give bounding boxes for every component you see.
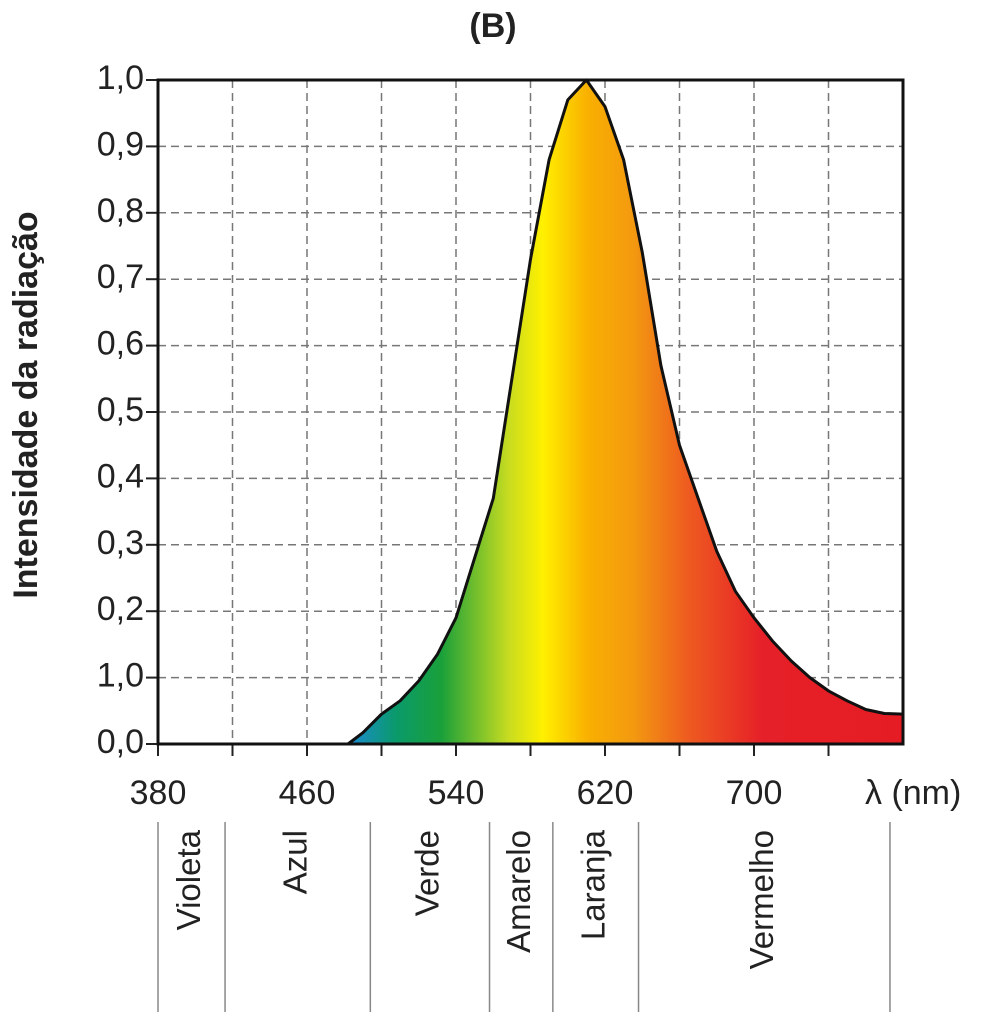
y-axis-label: Intensidade da radiação [7, 211, 45, 598]
x-axis-label: λ (nm) [865, 774, 961, 812]
x-tick-label: 460 [279, 774, 336, 812]
plot-frame [156, 78, 905, 746]
y-tick-label: 0,5 [97, 391, 144, 429]
x-tick-label: 620 [577, 774, 634, 812]
y-tick-label: 0,3 [97, 524, 144, 562]
x-tick-label: 540 [428, 774, 485, 812]
y-tick-label: 0,4 [97, 457, 144, 495]
band-label: Violeta [170, 829, 207, 930]
x-tick-label: 380 [130, 774, 187, 812]
y-tick-label: 0,9 [97, 125, 144, 163]
band-label: Verde [409, 830, 446, 916]
band-label: Amarelo [500, 830, 537, 953]
y-tick-label: 1,0 [97, 657, 144, 695]
line [347, 78, 904, 746]
y-tick-label: 0,0 [97, 723, 144, 761]
y-tick-label: 0,8 [97, 192, 144, 230]
y-tick-label: 1,0 [97, 59, 144, 97]
chart-title: (B) [469, 7, 516, 45]
band-label: Laranja [574, 829, 611, 940]
band-label: Vermelho [743, 830, 780, 969]
y-tick-label: 0,7 [97, 258, 144, 296]
y-tick-label: 0,2 [97, 590, 144, 628]
band-label: Azul [276, 830, 313, 894]
y-tick-label: 0,6 [97, 325, 144, 363]
area [347, 80, 904, 744]
x-tick-label: 700 [726, 774, 783, 812]
